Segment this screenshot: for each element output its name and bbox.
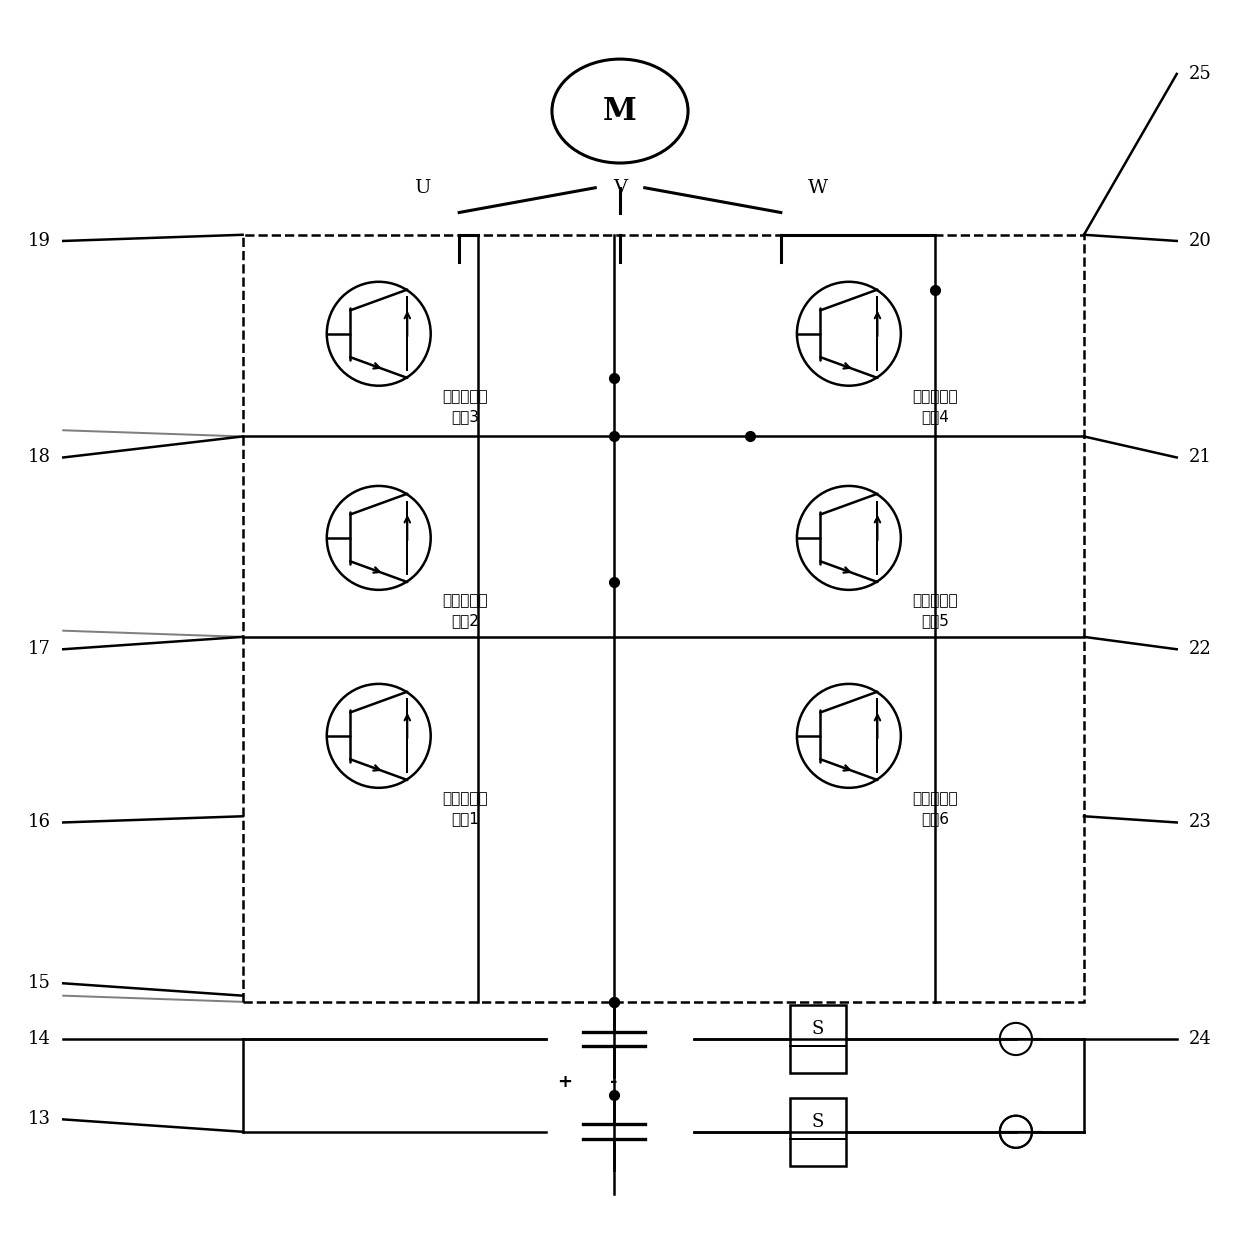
- Text: 逆变器控制
信号4: 逆变器控制 信号4: [913, 390, 959, 425]
- Text: 13: 13: [27, 1110, 51, 1128]
- Text: 22: 22: [1189, 641, 1211, 658]
- Text: 20: 20: [1189, 232, 1211, 250]
- Text: 18: 18: [27, 448, 51, 466]
- Text: 19: 19: [27, 232, 51, 250]
- Text: 逆变器控制
信号2: 逆变器控制 信号2: [443, 593, 489, 628]
- Text: 25: 25: [1189, 65, 1211, 82]
- Text: S: S: [812, 1019, 825, 1038]
- Text: 14: 14: [29, 1030, 51, 1048]
- Text: U: U: [414, 179, 430, 197]
- Text: 23: 23: [1189, 813, 1211, 832]
- Text: 15: 15: [29, 974, 51, 992]
- Text: 逆变器控制
信号5: 逆变器控制 信号5: [913, 593, 959, 628]
- Text: 逆变器控制
信号1: 逆变器控制 信号1: [443, 792, 489, 827]
- Text: S: S: [812, 1113, 825, 1130]
- Text: +: +: [557, 1073, 572, 1090]
- Text: -: -: [610, 1073, 618, 1090]
- Text: 逆变器控制
信号3: 逆变器控制 信号3: [443, 390, 489, 425]
- Text: V: V: [613, 179, 627, 197]
- Text: W: W: [808, 179, 828, 197]
- Text: 21: 21: [1189, 448, 1211, 466]
- Text: 17: 17: [29, 641, 51, 658]
- Text: 16: 16: [27, 813, 51, 832]
- Text: M: M: [603, 96, 637, 126]
- Text: 逆变器控制
信号6: 逆变器控制 信号6: [913, 792, 959, 827]
- Text: 24: 24: [1189, 1030, 1211, 1048]
